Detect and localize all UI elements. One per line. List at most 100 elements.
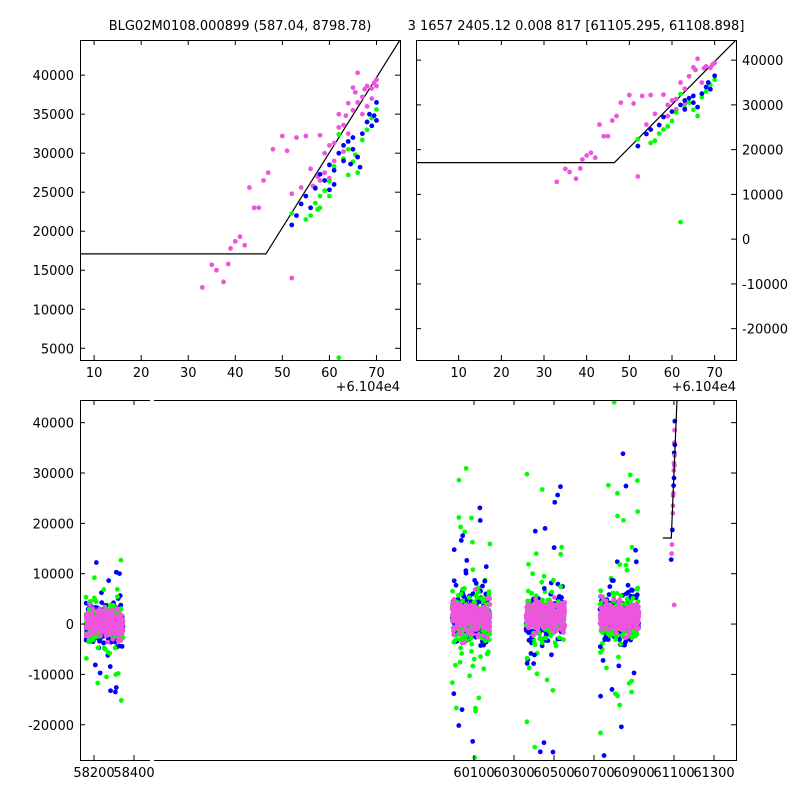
data-point [605, 626, 611, 632]
data-point [529, 590, 535, 596]
zoom-left-frame [80, 40, 401, 361]
data-point [703, 84, 709, 90]
data-point [294, 213, 299, 219]
data-point [703, 89, 709, 94]
data-point [369, 85, 375, 91]
data-point [345, 146, 351, 152]
data-point [690, 107, 696, 113]
data-point [550, 687, 556, 693]
data-point [546, 620, 552, 626]
data-point [635, 174, 641, 179]
data-point [345, 172, 351, 178]
data-point [540, 597, 545, 603]
data-point [530, 571, 536, 577]
data-point [336, 125, 342, 130]
y-tick-label: 40000 [33, 417, 74, 432]
data-point [609, 687, 615, 692]
y-tick-label: 30000 [33, 147, 74, 162]
y-tick-label: 0 [742, 233, 750, 248]
data-point [327, 162, 332, 168]
x-tick-label: 60500 [533, 766, 574, 781]
data-point [558, 484, 563, 490]
data-point [93, 560, 99, 565]
data-point [116, 626, 122, 632]
x-tick-label: 10 [86, 366, 103, 381]
data-point [682, 101, 688, 107]
data-point [466, 595, 472, 600]
data-point [551, 545, 557, 551]
data-point [669, 542, 675, 547]
data-point [701, 65, 707, 71]
data-point [610, 623, 615, 629]
data-point [536, 599, 541, 605]
data-point [247, 185, 252, 190]
y-tick-label: -10000 [742, 278, 788, 293]
data-point [712, 77, 718, 83]
data-point [618, 100, 624, 106]
data-point [107, 602, 113, 608]
data-point [613, 607, 619, 613]
data-point [453, 582, 459, 588]
data-point [541, 573, 547, 579]
data-point [616, 663, 622, 669]
data-point [540, 616, 546, 622]
data-point [472, 587, 478, 593]
data-point [608, 609, 613, 615]
data-point [603, 614, 609, 620]
data-point [600, 658, 606, 663]
data-point [612, 627, 618, 633]
data-point [463, 568, 469, 574]
data-point [214, 267, 219, 273]
data-point [605, 133, 611, 139]
data-point [470, 631, 475, 637]
data-point [554, 179, 560, 185]
data-point [598, 693, 603, 699]
data-point [532, 601, 538, 607]
data-point [322, 150, 328, 156]
data-point [97, 638, 102, 644]
data-point [616, 624, 621, 630]
data-point [451, 632, 457, 638]
data-point [605, 637, 611, 643]
data-point [464, 557, 470, 563]
y-tick-label: 30000 [33, 467, 74, 482]
data-point [303, 193, 309, 199]
data-point [624, 567, 630, 573]
data-point [602, 637, 608, 642]
data-point [115, 638, 121, 644]
data-point [631, 670, 637, 676]
data-point [625, 582, 631, 588]
season-cluster [597, 400, 642, 758]
data-point [101, 587, 107, 592]
data-point [609, 578, 615, 583]
x-tick-label: 60900 [613, 766, 654, 781]
x-tick-label: 30 [180, 366, 197, 381]
data-point [466, 606, 472, 612]
data-point [475, 632, 481, 638]
data-point [607, 584, 613, 589]
data-point [449, 680, 455, 686]
data-point [541, 586, 547, 591]
data-point [118, 557, 124, 563]
x-tick-label: 60 [321, 366, 338, 381]
data-point [559, 544, 565, 550]
data-point [617, 562, 623, 567]
model-curve [80, 40, 400, 255]
data-point [616, 654, 621, 660]
model-curve [662, 400, 678, 539]
y-tick-label: 20000 [33, 225, 74, 240]
data-point [110, 636, 116, 642]
data-point [242, 242, 248, 248]
data-point [116, 613, 122, 619]
data-point [86, 618, 92, 623]
data-point [472, 755, 478, 760]
data-point [331, 140, 337, 146]
data-point [699, 94, 705, 100]
data-point [472, 612, 478, 617]
data-point [635, 478, 640, 483]
data-point [450, 628, 456, 634]
data-point [89, 611, 95, 617]
data-point [450, 607, 456, 613]
data-point [374, 107, 379, 112]
data-point [524, 719, 530, 725]
